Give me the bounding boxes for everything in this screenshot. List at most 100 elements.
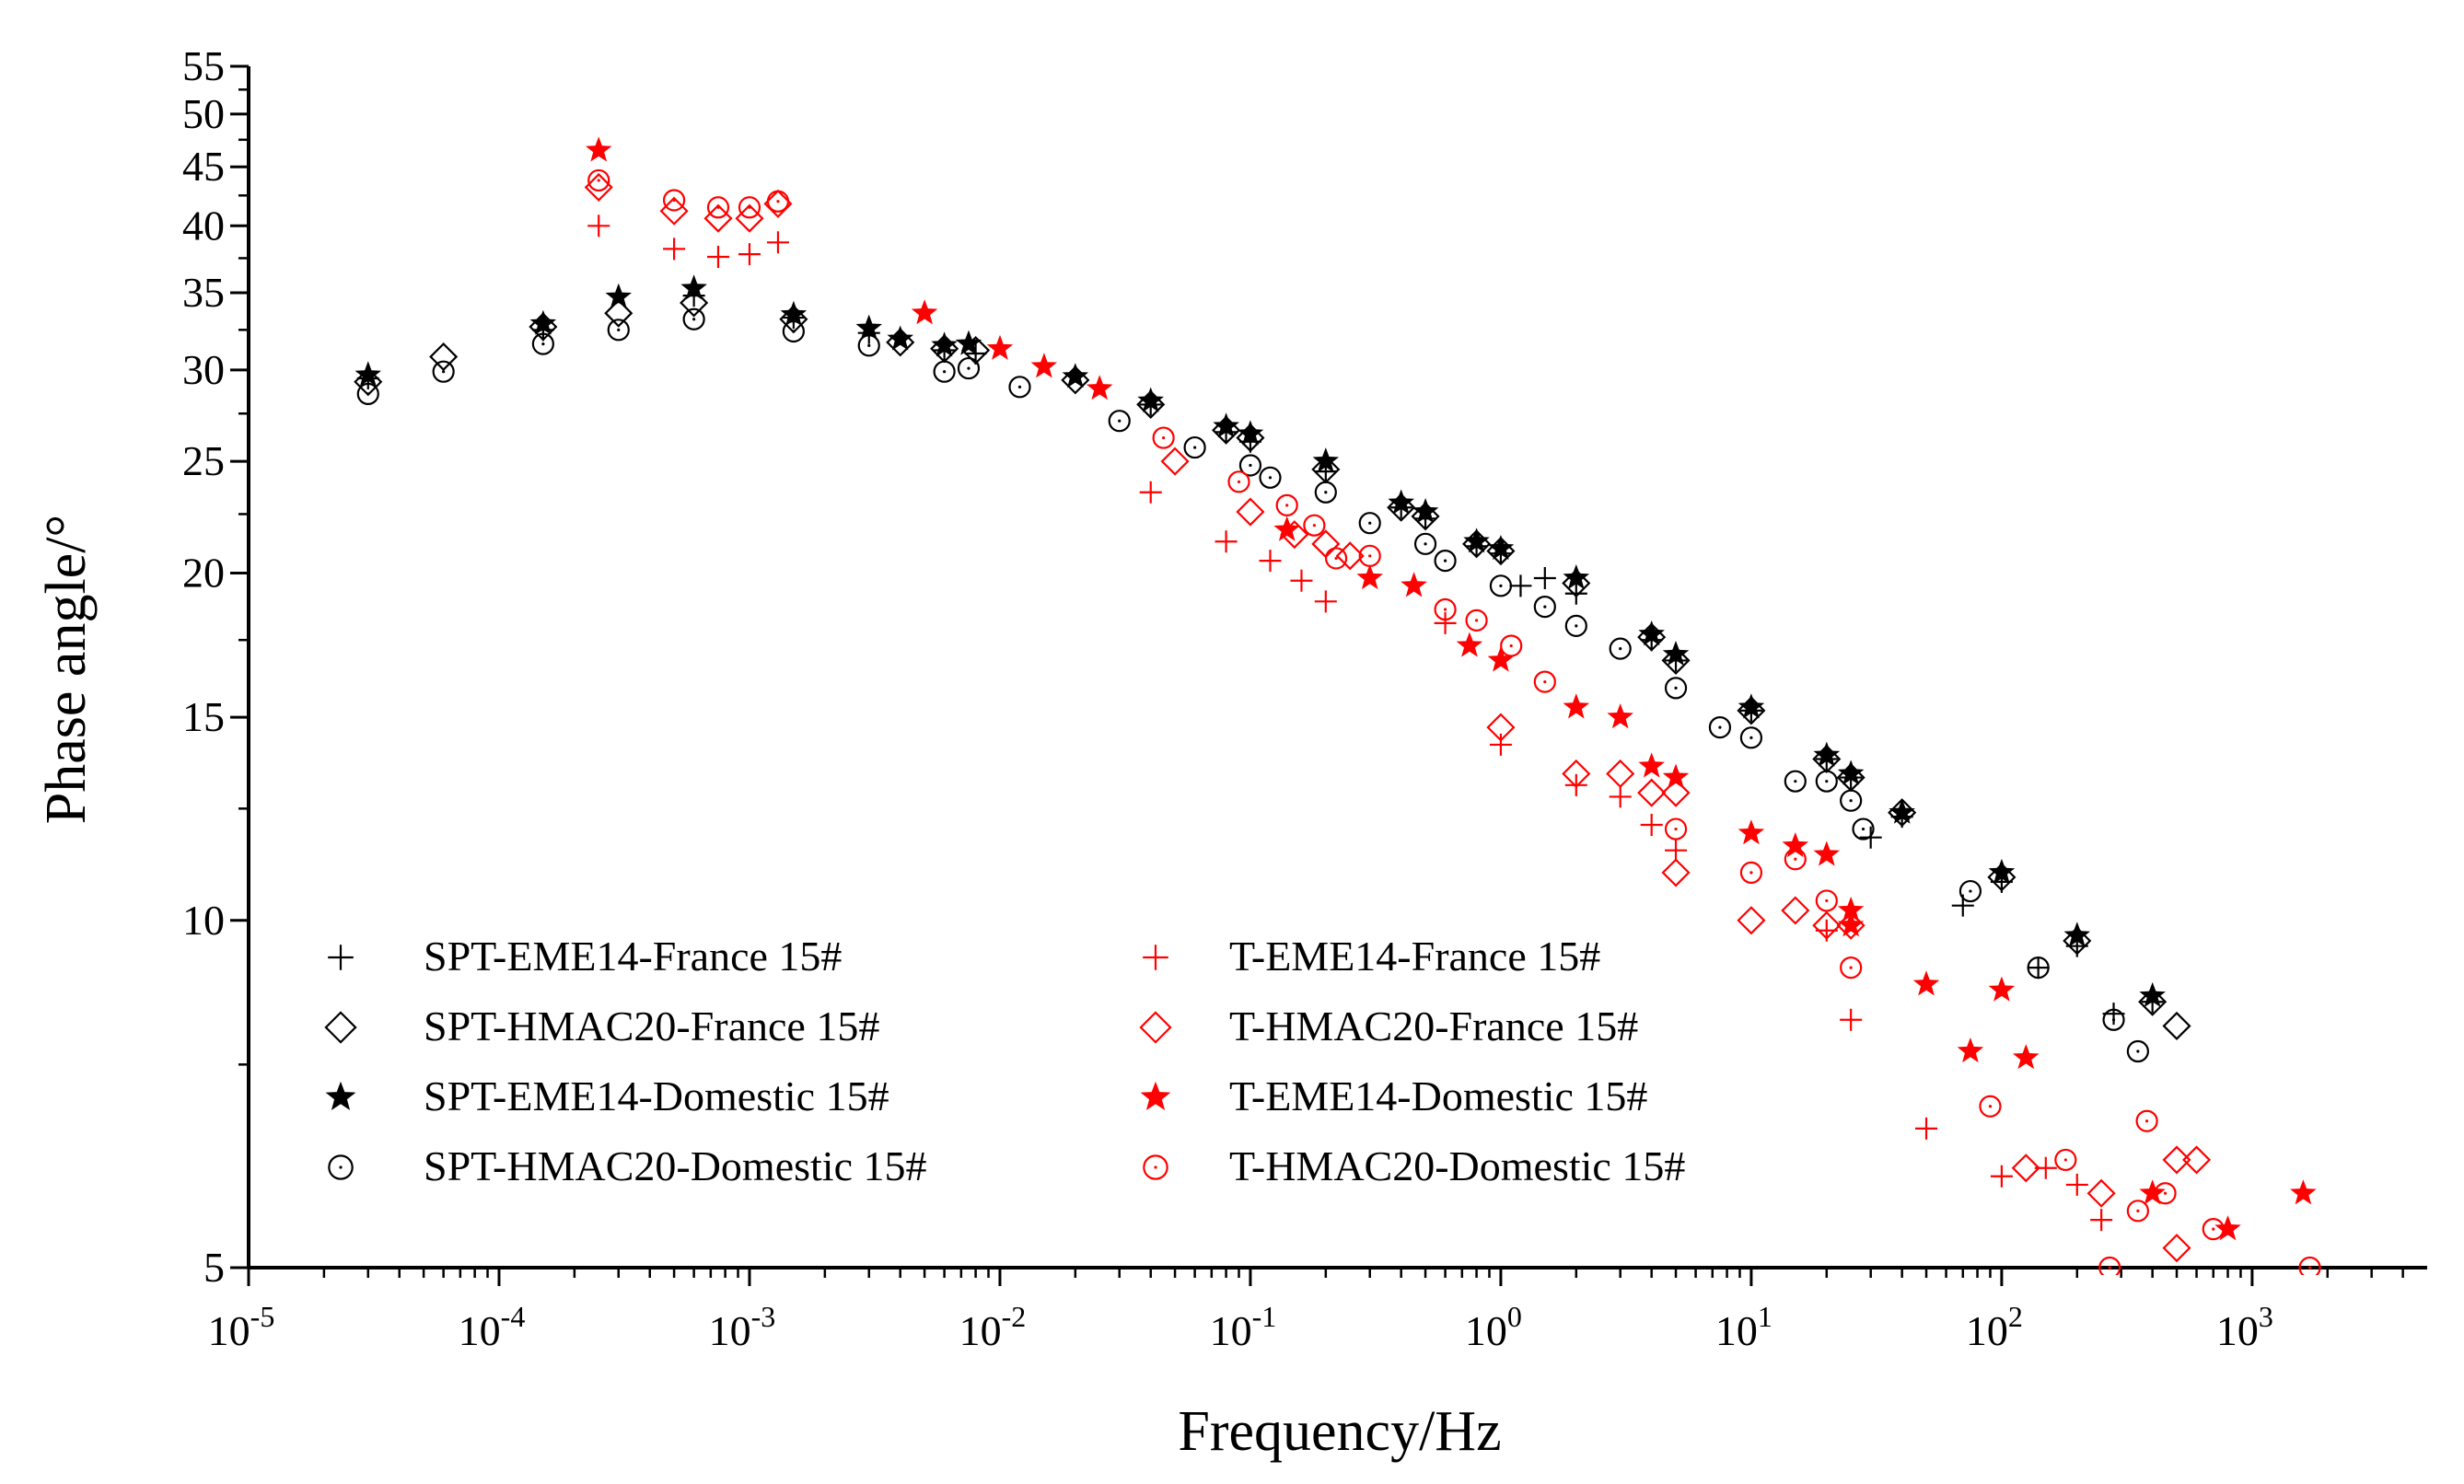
x-tick-base: 10 bbox=[1465, 1307, 1507, 1354]
data-point bbox=[2063, 922, 2090, 947]
data-point bbox=[1215, 530, 1238, 553]
data-point bbox=[1314, 590, 1337, 613]
data-point bbox=[1957, 1038, 1984, 1063]
data-point bbox=[1137, 387, 1164, 412]
circle-marker-dot bbox=[1249, 463, 1252, 468]
legend-label: T-EME14-Domestic 15# bbox=[1229, 1072, 1647, 1119]
data-point bbox=[2162, 1011, 2191, 1041]
data-point bbox=[1314, 481, 1337, 504]
legend-marker bbox=[1140, 1081, 1171, 1110]
x-tick-base: 10 bbox=[959, 1307, 1002, 1354]
data-point bbox=[586, 136, 612, 162]
data-point bbox=[1564, 614, 1587, 637]
data-point bbox=[1638, 620, 1665, 646]
data-point bbox=[1852, 817, 1875, 841]
circle-marker-dot bbox=[1749, 871, 1753, 875]
data-point bbox=[1463, 528, 1490, 553]
data-point bbox=[1708, 716, 1732, 739]
data-point bbox=[1489, 733, 1512, 756]
circle-marker-dot bbox=[1543, 679, 1547, 684]
data-point bbox=[1487, 535, 1515, 561]
data-point bbox=[1335, 541, 1365, 571]
legend-marker bbox=[1143, 1154, 1168, 1180]
data-point bbox=[1486, 713, 1516, 742]
data-point bbox=[2102, 1008, 2125, 1031]
data-point bbox=[1259, 550, 1282, 573]
data-point bbox=[1030, 353, 1058, 378]
data-point bbox=[2154, 1182, 2177, 1205]
data-point bbox=[531, 332, 554, 355]
data-point bbox=[1401, 572, 1427, 597]
data-point bbox=[1108, 410, 1131, 433]
data-point bbox=[1562, 759, 1591, 789]
data-point bbox=[1358, 544, 1381, 567]
x-tick-base: 10 bbox=[1210, 1307, 1252, 1354]
data-point bbox=[1236, 423, 1265, 453]
data-point bbox=[680, 274, 707, 300]
data-point bbox=[1665, 839, 1688, 862]
data-point bbox=[2139, 1179, 2166, 1205]
data-point bbox=[1739, 861, 1763, 885]
data-point bbox=[1781, 896, 1810, 925]
data-point bbox=[782, 319, 805, 343]
data-point bbox=[1160, 446, 1190, 476]
data-point bbox=[2098, 1256, 2121, 1275]
circle-marker-dot bbox=[2111, 1018, 2116, 1022]
circle-marker-dot bbox=[2037, 966, 2040, 969]
data-point bbox=[1859, 826, 1882, 849]
data-point bbox=[2065, 1173, 2088, 1196]
data-point bbox=[1664, 677, 1688, 700]
circle-marker-dot bbox=[1237, 480, 1241, 483]
data-point bbox=[1303, 514, 1326, 537]
data-point bbox=[1990, 1165, 2013, 1188]
data-point bbox=[2063, 926, 2092, 956]
data-point bbox=[1813, 841, 1841, 866]
data-point bbox=[931, 331, 958, 357]
x-tick-label: 10-4 bbox=[459, 1300, 526, 1354]
data-point bbox=[766, 190, 790, 213]
data-point bbox=[955, 330, 982, 355]
data-point bbox=[763, 189, 793, 218]
circle-marker-dot bbox=[1443, 608, 1447, 611]
data-point bbox=[1388, 489, 1414, 515]
y-tick-label: 20 bbox=[182, 550, 225, 597]
circle-marker-dot bbox=[2136, 1209, 2140, 1212]
circle-marker-dot bbox=[1718, 725, 1722, 729]
axes bbox=[247, 66, 2427, 1270]
legend-item: SPT-EME14-France 15# bbox=[328, 933, 842, 980]
data-point bbox=[1487, 646, 1515, 672]
data-point bbox=[1564, 773, 1587, 796]
data-point bbox=[587, 168, 610, 192]
circle-marker-dot bbox=[1193, 446, 1197, 449]
circle-marker-dot bbox=[1334, 556, 1338, 561]
data-point bbox=[680, 288, 709, 318]
x-axis-ticks: 10-5 10-4 10-3 10-2 10-1 100 101 102 103 bbox=[208, 1268, 2404, 1354]
legend-label: T-EME14-France 15# bbox=[1229, 933, 1600, 980]
data-point bbox=[1533, 567, 1556, 590]
x-tick-label: 102 bbox=[1966, 1300, 2023, 1354]
y-tick-label: 35 bbox=[182, 269, 225, 316]
data-point bbox=[2011, 1154, 2040, 1183]
data-point bbox=[1434, 550, 1457, 573]
data-point bbox=[1815, 770, 1838, 793]
data-point bbox=[1738, 693, 1765, 719]
circle-marker-dot bbox=[339, 1165, 343, 1169]
data-point bbox=[1606, 759, 1635, 789]
data-point bbox=[1837, 759, 1865, 785]
data-point bbox=[738, 196, 761, 219]
x-tick-label: 10-2 bbox=[959, 1300, 1027, 1354]
data-point bbox=[1661, 778, 1691, 807]
circle-marker-dot bbox=[1017, 385, 1022, 388]
circle-marker-dot bbox=[692, 318, 696, 321]
legend-label: T-HMAC20-France 15# bbox=[1229, 1003, 1638, 1049]
data-point bbox=[1062, 363, 1089, 388]
circle-marker-dot bbox=[2212, 1227, 2215, 1231]
data-point bbox=[957, 356, 981, 380]
data-point bbox=[604, 298, 633, 328]
data-point bbox=[780, 300, 808, 326]
circle-marker-dot bbox=[672, 198, 676, 203]
legend-item: T-EME14-France 15# bbox=[1143, 933, 1600, 980]
legend-item: T-EME14-Domestic 15# bbox=[1140, 1072, 1647, 1119]
data-point bbox=[1434, 611, 1457, 634]
